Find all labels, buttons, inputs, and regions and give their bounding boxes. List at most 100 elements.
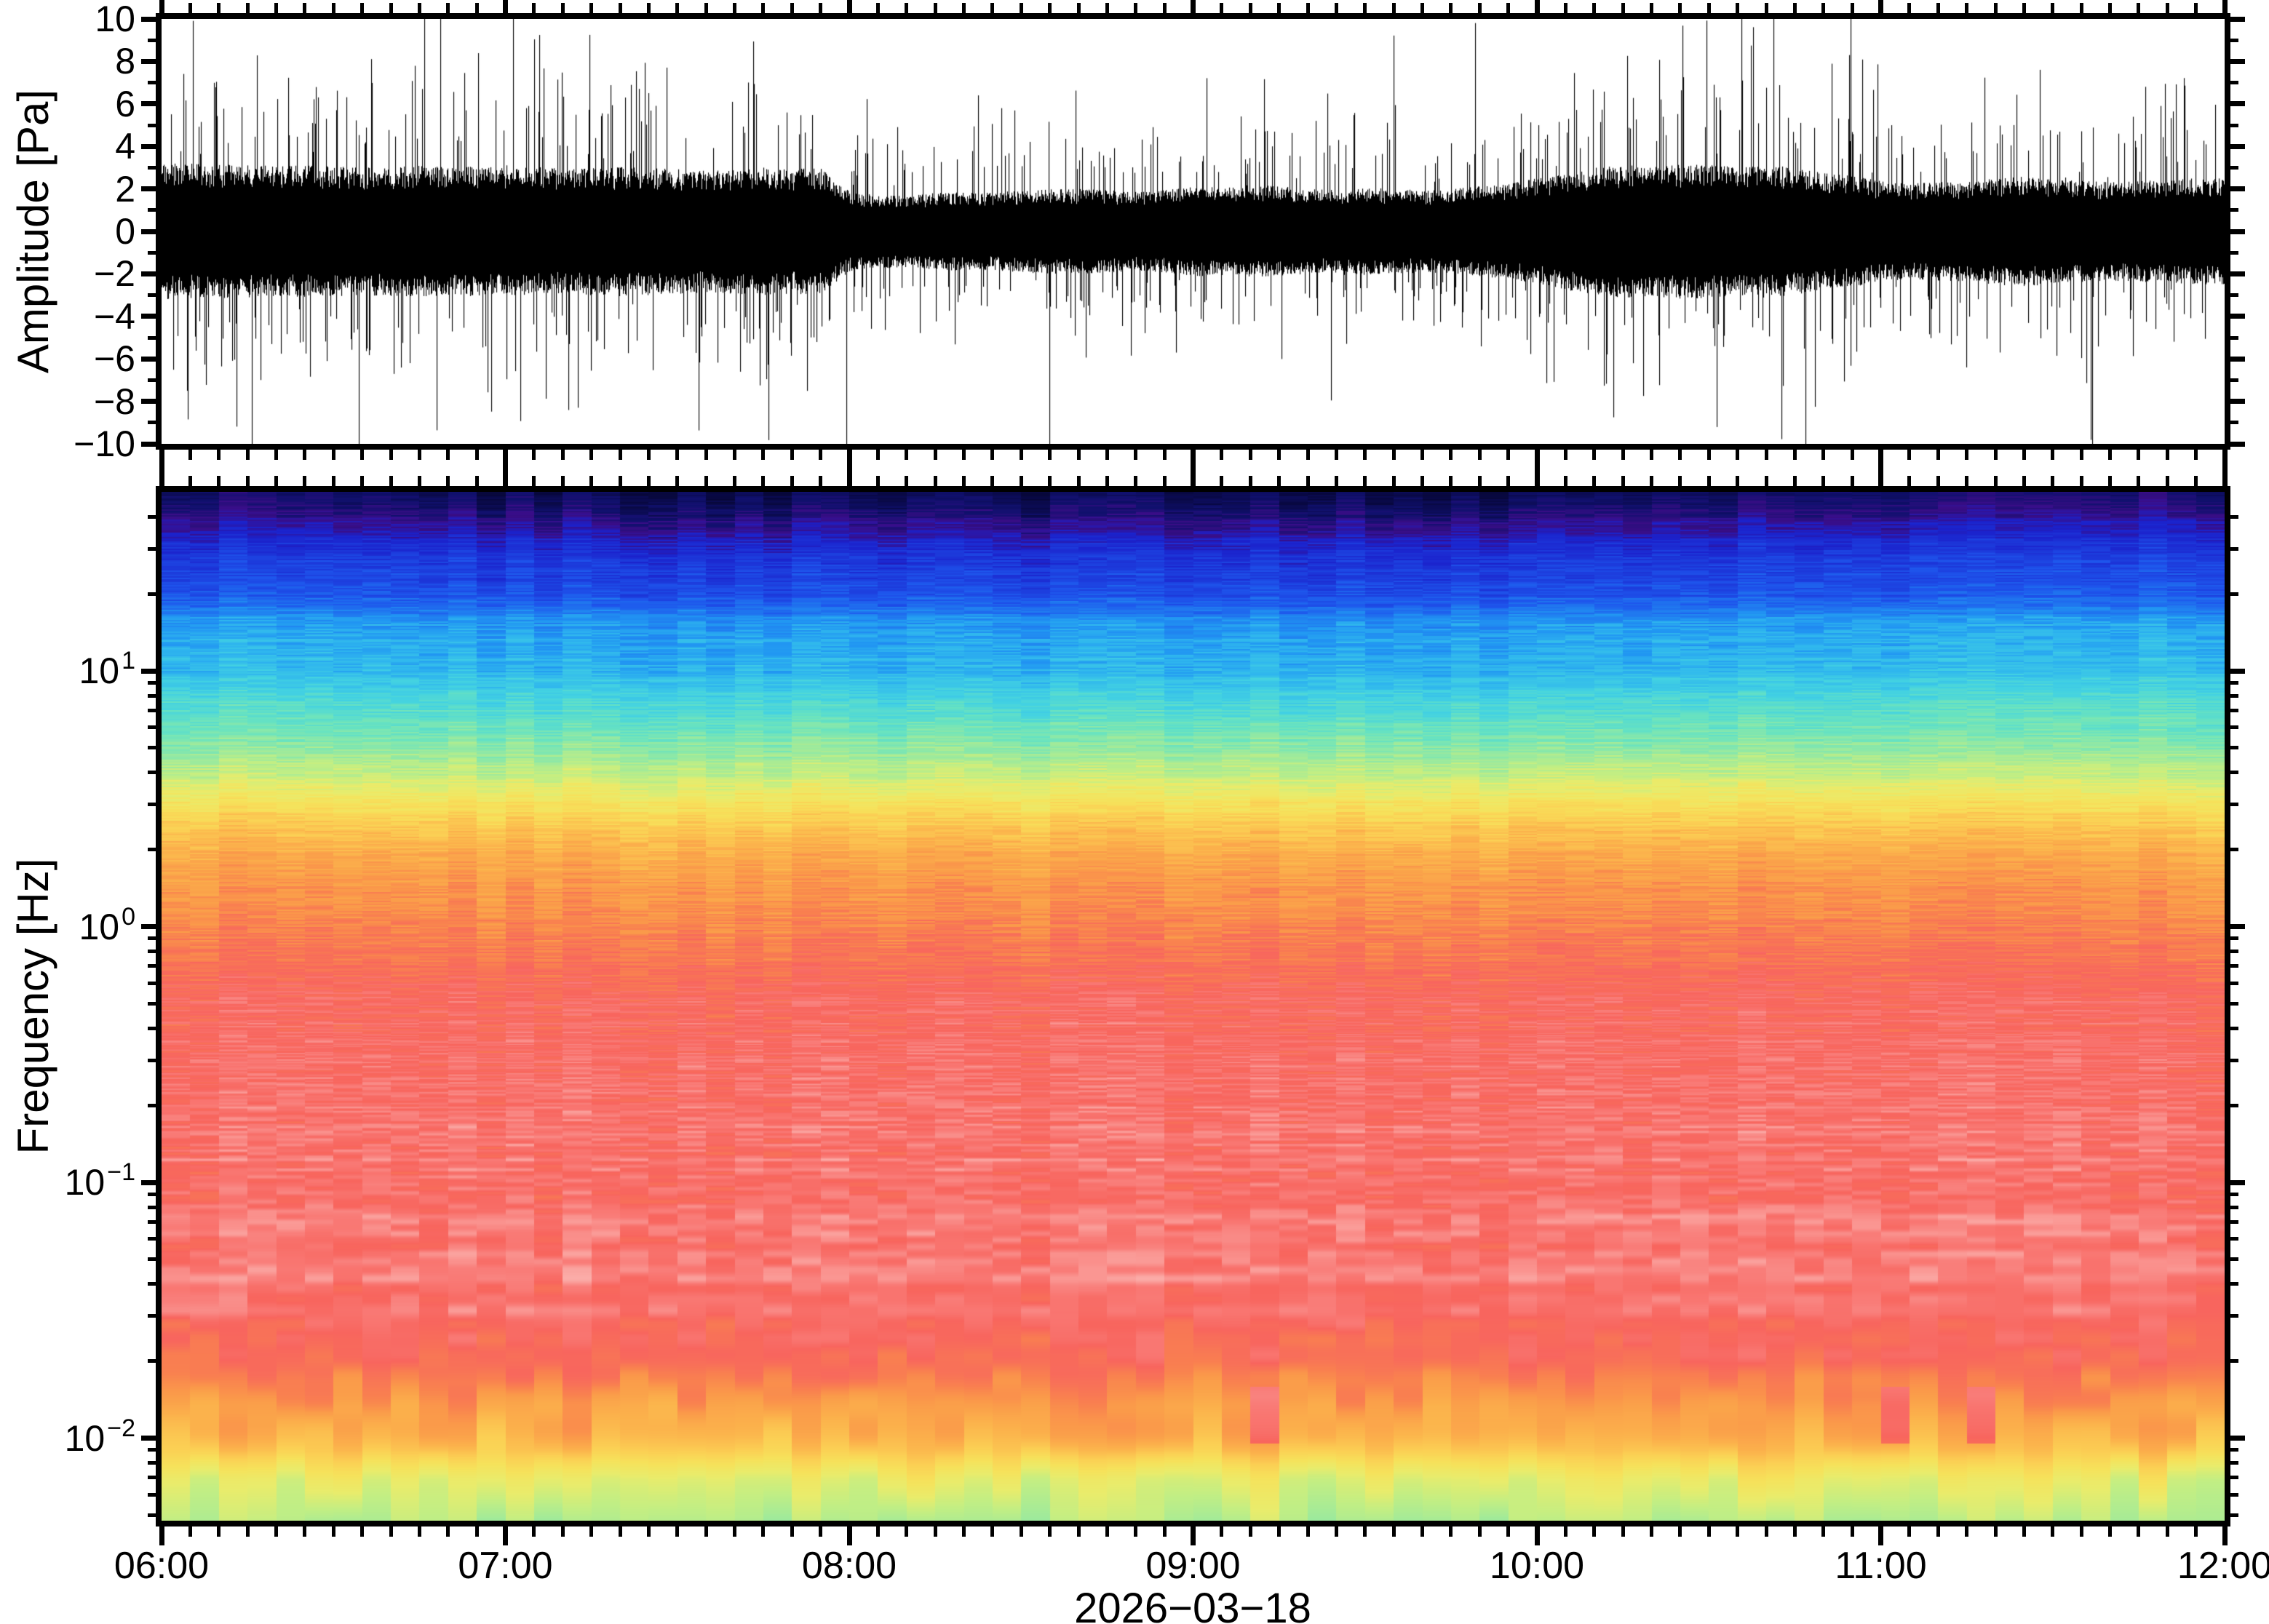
time-minor-tick [790, 1527, 794, 1537]
frequency-minor-tick [148, 771, 156, 775]
time-minor-tick [2079, 1527, 2083, 1537]
time-minor-tick [1391, 476, 1396, 486]
x-tick-label: 12:00 [2177, 1545, 2269, 1587]
time-minor-tick [1506, 476, 1511, 486]
time-minor-tick [360, 476, 365, 486]
time-minor-tick [446, 476, 450, 486]
frequency-minor-tick [2230, 708, 2238, 712]
time-major-tick [503, 0, 508, 13]
time-minor-tick [1621, 1527, 1625, 1537]
time-minor-tick [1792, 3, 1797, 13]
time-minor-tick [990, 450, 995, 460]
time-minor-tick [1792, 450, 1797, 460]
time-minor-tick [217, 476, 221, 486]
x-tick-label: 07:00 [458, 1545, 553, 1587]
time-minor-tick [2022, 1527, 2026, 1537]
time-minor-tick [646, 476, 651, 486]
time-minor-tick [1907, 1527, 1912, 1537]
frequency-minor-tick [148, 592, 156, 596]
time-major-tick [159, 1527, 164, 1545]
amplitude-major-tick [2230, 441, 2245, 447]
time-minor-tick [1563, 3, 1567, 13]
amplitude-tick-label: −8 [93, 381, 135, 422]
time-minor-tick [1306, 476, 1310, 486]
amplitude-major-tick [141, 271, 156, 276]
time-minor-tick [2137, 476, 2141, 486]
time-minor-tick [1563, 476, 1567, 486]
time-minor-tick [1477, 450, 1482, 460]
time-minor-tick [2051, 1527, 2055, 1537]
time-minor-tick [532, 1527, 536, 1537]
time-minor-tick [1936, 1527, 1940, 1537]
time-minor-tick [303, 476, 307, 486]
time-minor-tick [1420, 476, 1424, 486]
time-minor-tick [1936, 450, 1940, 460]
time-minor-tick [417, 476, 421, 486]
time-minor-tick [790, 476, 794, 486]
time-minor-tick [1764, 476, 1768, 486]
time-minor-tick [1277, 1527, 1281, 1537]
time-major-tick [503, 1527, 508, 1545]
frequency-minor-tick [148, 1461, 156, 1465]
frequency-minor-tick [2230, 1192, 2238, 1196]
time-minor-tick [1391, 1527, 1396, 1537]
time-major-tick [1534, 1527, 1540, 1545]
amplitude-major-tick [141, 101, 156, 107]
time-minor-tick [675, 450, 680, 460]
frequency-minor-tick [148, 1205, 156, 1209]
time-minor-tick [1277, 3, 1281, 13]
time-major-tick [846, 450, 852, 469]
time-minor-tick [1706, 450, 1711, 460]
time-minor-tick [1850, 3, 1854, 13]
time-minor-tick [1334, 450, 1338, 460]
amplitude-minor-tick [2230, 123, 2238, 127]
time-major-tick [846, 0, 852, 13]
time-minor-tick [331, 1527, 335, 1537]
amplitude-tick-label: −10 [73, 423, 135, 464]
time-minor-tick [933, 450, 937, 460]
time-minor-tick [360, 450, 365, 460]
time-major-tick [503, 450, 508, 469]
time-minor-tick [1621, 476, 1625, 486]
time-minor-tick [1019, 1527, 1023, 1537]
frequency-minor-tick [2230, 1492, 2238, 1497]
amplitude-minor-tick [148, 335, 156, 340]
time-minor-tick [188, 3, 192, 13]
frequency-major-tick [141, 668, 156, 674]
time-major-tick [846, 1527, 852, 1545]
frequency-minor-tick [2230, 950, 2238, 954]
frequency-minor-tick [148, 1359, 156, 1364]
amplitude-minor-tick [148, 208, 156, 212]
amplitude-tick-label: 4 [115, 126, 135, 167]
frequency-axis-title: Frequency [Hz] [9, 858, 57, 1155]
frequency-minor-tick [148, 693, 156, 698]
frequency-minor-tick [2230, 964, 2238, 968]
time-minor-tick [1477, 3, 1482, 13]
time-minor-tick [1449, 476, 1453, 486]
time-minor-tick [217, 1527, 221, 1537]
time-minor-tick [933, 3, 937, 13]
time-major-tick [2222, 450, 2228, 469]
time-minor-tick [2079, 3, 2083, 13]
time-minor-tick [1477, 1527, 1482, 1537]
time-minor-tick [1248, 1527, 1252, 1537]
frequency-minor-tick [2230, 546, 2238, 551]
amplitude-tick-label: 2 [115, 168, 135, 210]
frequency-minor-tick [2230, 680, 2238, 685]
frequency-minor-tick [2230, 936, 2238, 941]
time-minor-tick [905, 450, 909, 460]
time-minor-tick [2165, 1527, 2169, 1537]
frequency-minor-tick [148, 1257, 156, 1262]
time-minor-tick [1592, 476, 1597, 486]
time-minor-tick [1048, 3, 1052, 13]
time-minor-tick [646, 3, 651, 13]
time-minor-tick [589, 3, 594, 13]
amplitude-major-tick [141, 399, 156, 405]
time-major-tick [1191, 0, 1196, 13]
frequency-minor-tick [2230, 1219, 2238, 1224]
frequency-minor-tick [148, 746, 156, 750]
time-major-tick [1191, 450, 1196, 469]
time-minor-tick [875, 476, 880, 486]
time-minor-tick [1650, 3, 1653, 13]
time-minor-tick [560, 3, 565, 13]
